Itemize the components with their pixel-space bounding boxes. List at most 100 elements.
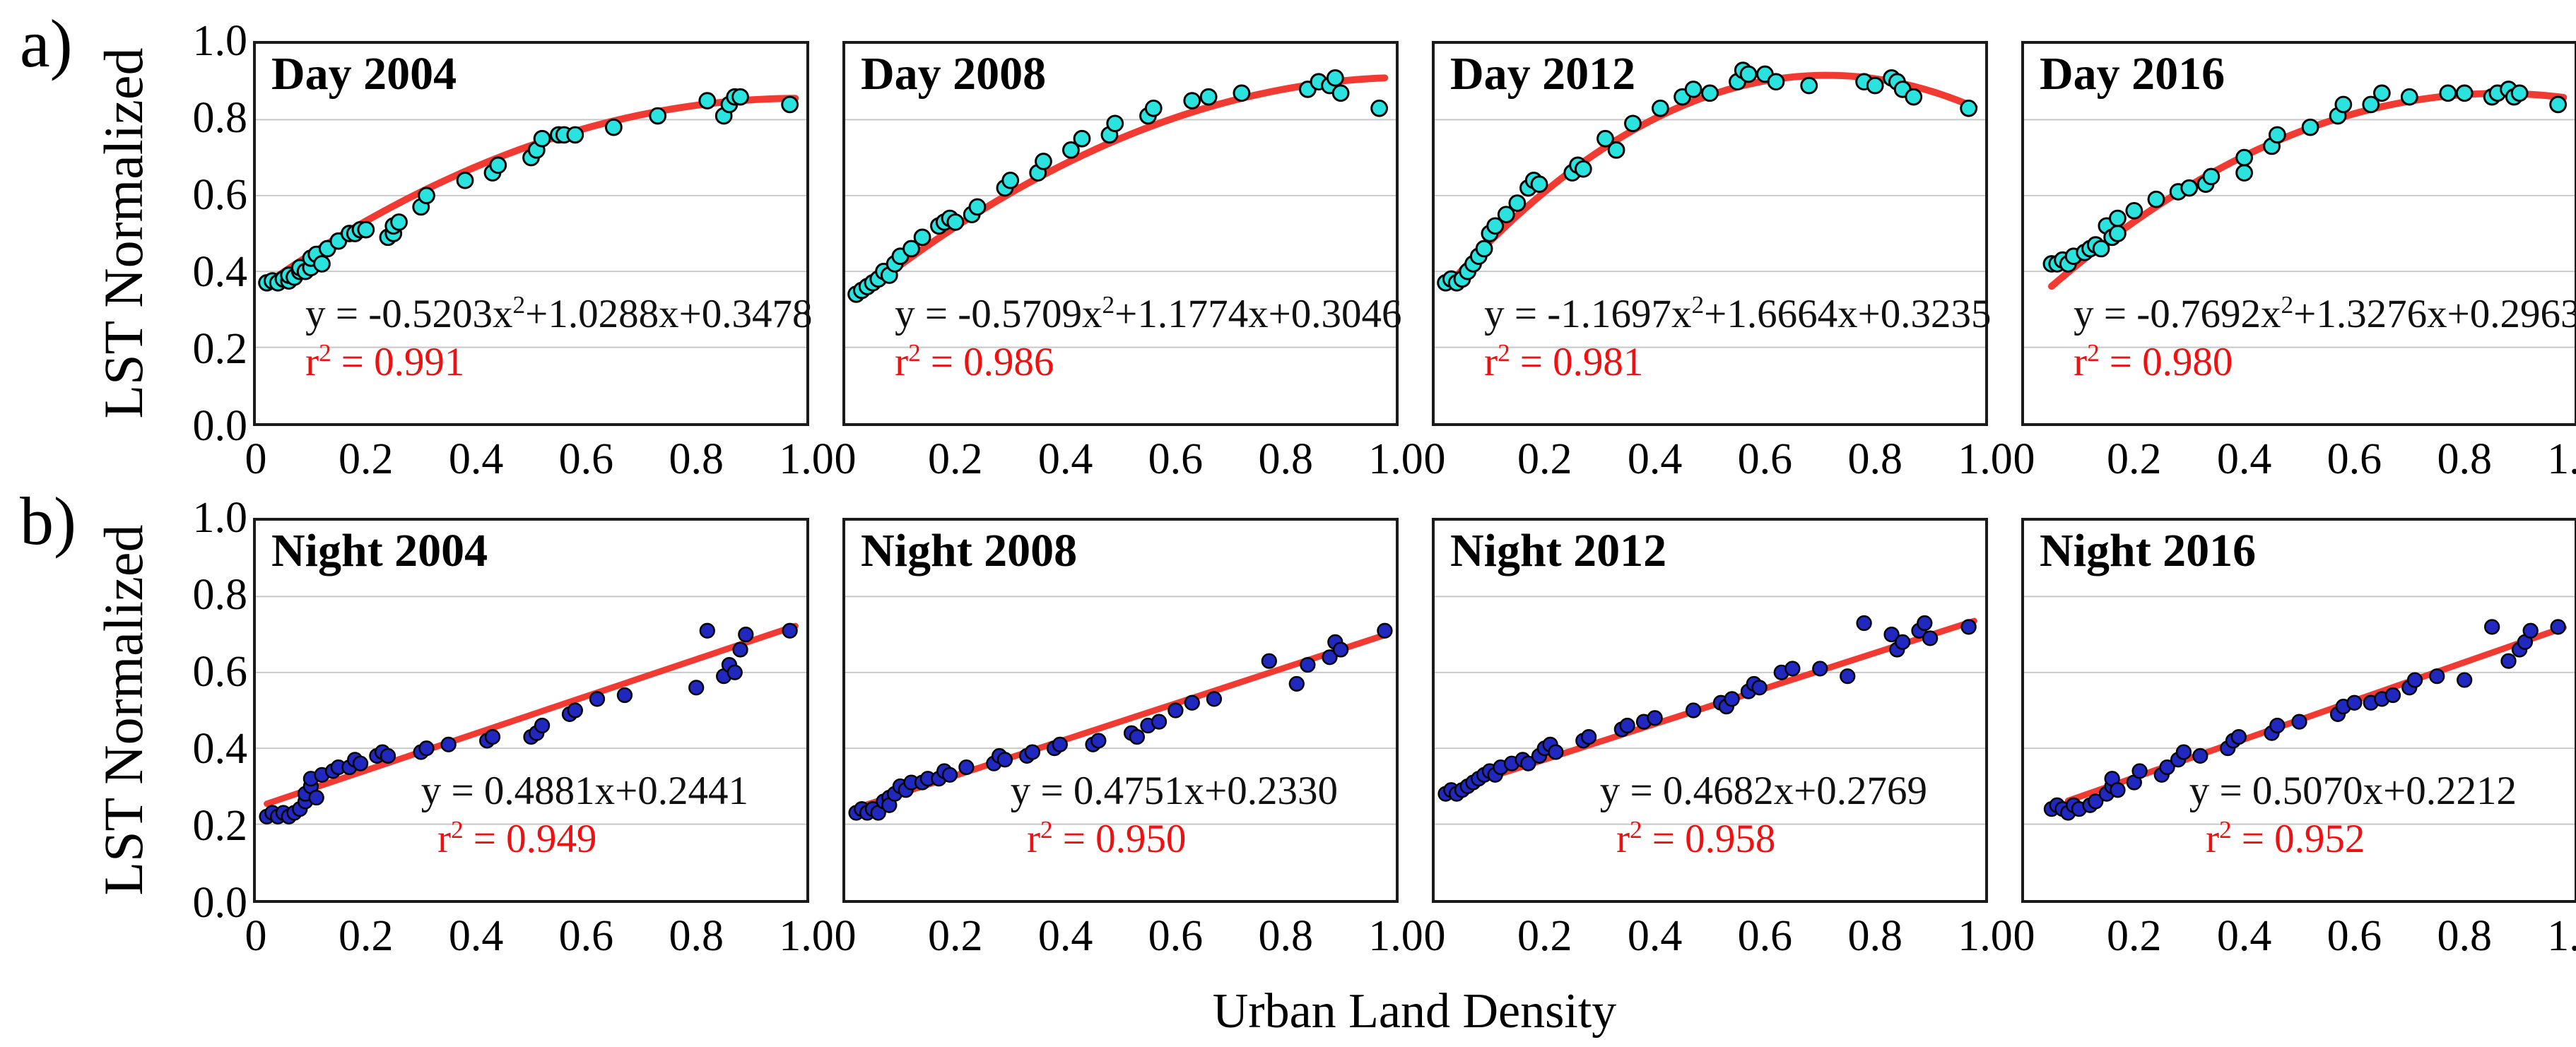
y-tick-label: 1.0 — [192, 17, 248, 65]
scatter-chart — [256, 596, 806, 825]
panel-title: Night 2004 — [271, 525, 488, 576]
x-tick-label: 0 — [245, 435, 267, 483]
x-tick-label: 0.6 — [1737, 912, 1793, 960]
y-tick-label: 0.6 — [192, 648, 248, 696]
scatter-panel: Day 2012 y = -1.1697x2+1.6664x+0.3235 r2… — [1424, 41, 2013, 481]
x-tick-label: 1.0 — [779, 435, 834, 483]
panel-title: Day 2004 — [271, 48, 457, 100]
x-tick-label: 0.6 — [1737, 435, 1793, 483]
x-tick-label: 0.2 — [339, 912, 394, 960]
panel-title: Day 2016 — [2040, 48, 2225, 100]
scatter-panel: Night 2008 y = 0.4751x+0.2330 r2 = 0.950 … — [835, 518, 1423, 958]
panel-title: Day 2012 — [1450, 48, 1636, 100]
x-tick-label: 0.8 — [1258, 435, 1313, 483]
fit-equation: y = 0.4751x+0.2330 — [1010, 769, 1338, 814]
x-tick-label: 0.2 — [1517, 435, 1572, 483]
x-tick-label: 0 — [834, 912, 857, 960]
x-tick-label: 0.6 — [2327, 435, 2382, 483]
scatter-chart — [1435, 596, 1985, 825]
scatter-chart — [256, 88, 806, 348]
x-tick-label: 0.6 — [2327, 912, 2382, 960]
x-tick-label: 1.0 — [1368, 435, 1423, 483]
y-tick-label: 1.0 — [192, 494, 248, 542]
x-tick-label: 0.2 — [339, 435, 394, 483]
scatter-chart — [1435, 61, 1985, 348]
x-tick-label: 0.4 — [2216, 912, 2272, 960]
x-tick-label: 0.6 — [558, 435, 614, 483]
r-squared-value: r2 = 0.986 — [895, 338, 1054, 384]
scatter-panel: Day 2008 y = -0.5709x2+1.1774x+0.3046 r2… — [835, 41, 1423, 481]
x-tick-label: 0.8 — [1847, 912, 1902, 960]
scatter-panel: Night 2016 y = 0.5070x+0.2212 r2 = 0.952 … — [2013, 518, 2576, 958]
y-tick-label: 0.4 — [192, 248, 248, 296]
y-axis-title-row-b: LST Normalized — [93, 524, 154, 896]
y-tick-label: 0.4 — [192, 725, 248, 773]
scatter-chart — [2024, 81, 2575, 348]
x-tick-label: 0.4 — [1627, 435, 1683, 483]
panel-title: Night 2008 — [861, 525, 1078, 576]
x-tick-label: 0.2 — [928, 912, 983, 960]
x-tick-label: 0.2 — [2107, 912, 2162, 960]
x-tick-label: 0 — [834, 435, 857, 483]
fit-equation: y = 0.4881x+0.2441 — [420, 769, 748, 814]
y-tick-label: 0.8 — [192, 571, 248, 619]
x-tick-label: 1.0 — [2547, 435, 2576, 483]
panel-letter-a: a) — [20, 6, 73, 81]
x-tick-label: 0 — [1423, 912, 1446, 960]
fit-equation: y = 0.4682x+0.2769 — [1599, 769, 1927, 814]
panel-title: Night 2016 — [2040, 525, 2257, 576]
y-axis-title-row-a: LST Normalized — [93, 47, 154, 419]
scatter-chart — [845, 69, 1396, 348]
x-axis-title: Urban Land Density — [1212, 984, 1617, 1039]
x-tick-label: 0.6 — [1148, 435, 1204, 483]
panel-letter-b: b) — [20, 483, 76, 559]
r-squared-value: r2 = 0.958 — [1616, 815, 1776, 861]
x-tick-label: 1.0 — [1368, 912, 1423, 960]
r-squared-value: r2 = 0.949 — [437, 815, 597, 861]
y-tick-label: 0.2 — [192, 802, 248, 850]
y-tick-label: 0.2 — [192, 325, 248, 373]
x-tick-label: 0.8 — [669, 912, 724, 960]
x-tick-label: 0.4 — [1037, 912, 1093, 960]
scatter-panel: Night 2012 y = 0.4682x+0.2769 r2 = 0.958 … — [1424, 518, 2013, 958]
x-tick-label: 1.0 — [1958, 912, 2013, 960]
scatter-panel: Day 2004 y = -0.5203x2+1.0288x+0.3478 r2… — [245, 41, 834, 481]
x-tick-label: 0.2 — [928, 435, 983, 483]
x-tick-label: 0.4 — [2216, 435, 2272, 483]
fit-equation: y = -0.7692x2+1.3276x+0.2963 — [2074, 291, 2576, 337]
fit-equation: y = -0.5709x2+1.1774x+0.3046 — [895, 291, 1402, 337]
fit-equation: y = 0.5070x+0.2212 — [2189, 769, 2517, 814]
y-tick-label: 0.0 — [192, 879, 248, 927]
scatter-panel: Day 2016 y = -0.7692x2+1.3276x+0.2963 r2… — [2013, 41, 2576, 481]
fit-equation: y = -1.1697x2+1.6664x+0.3235 — [1484, 291, 1992, 337]
panel-title: Night 2012 — [1450, 525, 1667, 576]
x-tick-label: 0.4 — [448, 912, 504, 960]
r-squared-value: r2 = 0.950 — [1027, 815, 1187, 861]
x-tick-label: 0.6 — [558, 912, 614, 960]
r-squared-value: r2 = 0.980 — [2074, 338, 2233, 384]
x-tick-label: 0 — [245, 912, 267, 960]
x-tick-label: 0.6 — [1148, 912, 1204, 960]
y-tick-label: 0.0 — [192, 402, 248, 450]
scatter-chart — [2024, 596, 2575, 825]
fit-equation: y = -0.5203x2+1.0288x+0.3478 — [305, 291, 813, 337]
x-tick-label: 0 — [1423, 435, 1446, 483]
x-tick-label: 0 — [2013, 912, 2035, 960]
x-tick-label: 1.0 — [779, 912, 834, 960]
x-tick-label: 0.4 — [1037, 435, 1093, 483]
r-squared-value: r2 = 0.991 — [305, 338, 465, 384]
x-tick-label: 0.8 — [2437, 435, 2492, 483]
y-tick-label: 0.6 — [192, 171, 248, 219]
scatter-chart — [845, 596, 1396, 825]
x-tick-label: 0.2 — [1517, 912, 1572, 960]
x-tick-label: 0.8 — [1847, 435, 1902, 483]
x-tick-label: 0.2 — [2107, 435, 2162, 483]
x-tick-label: 0 — [2013, 435, 2035, 483]
x-tick-label: 0.8 — [1258, 912, 1313, 960]
x-tick-label: 1.0 — [2547, 912, 2576, 960]
x-tick-label: 0.4 — [1627, 912, 1683, 960]
scatter-panel: Night 2004 y = 0.4881x+0.2441 r2 = 0.949 … — [245, 518, 834, 958]
y-tick-label: 0.8 — [192, 94, 248, 142]
r-squared-value: r2 = 0.981 — [1484, 338, 1644, 384]
